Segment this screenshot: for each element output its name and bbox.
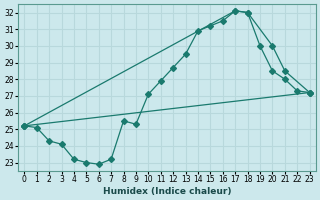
X-axis label: Humidex (Indice chaleur): Humidex (Indice chaleur) [103,187,231,196]
